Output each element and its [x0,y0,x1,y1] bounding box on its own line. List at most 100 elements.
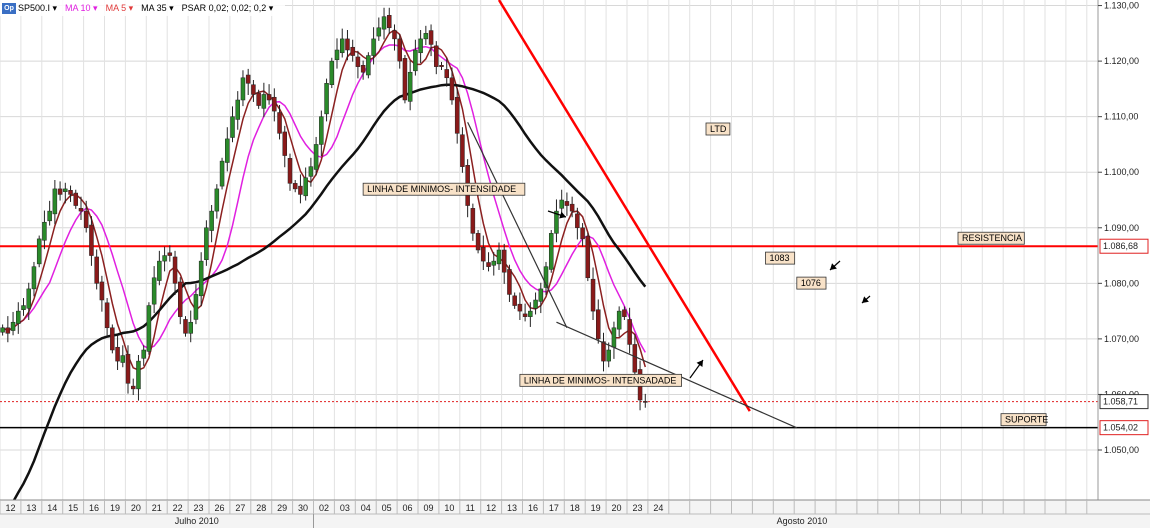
annotation-label-text: 1083 [769,253,789,263]
psar-indicator[interactable]: PSAR 0,02; 0,02; 0,2 ▾ [181,2,274,13]
candle-up [26,288,31,309]
indicator-toolbar: Op SP500.I ▾ MA 10 ▾ MA 5 ▾ MA 35 ▾ PSAR… [0,0,286,16]
price-tick-label: 1.050,00 [1104,445,1139,455]
moving-averages [2,29,647,514]
last-price-badge: 1.058,71 [1103,397,1138,407]
ma10-indicator[interactable]: MA 10 ▾ [65,2,98,13]
ma35-indicator[interactable]: MA 35 ▾ [141,2,174,13]
ma5-indicator[interactable]: MA 5 ▾ [105,2,134,13]
candlesticks [0,7,648,411]
support-price-badge: 1.054,02 [1103,423,1138,433]
annotation-label-box [796,276,827,290]
candle-down [115,346,120,362]
date-tick-label: 06 [403,503,413,513]
candle-up [418,38,423,54]
support-label-box [1000,413,1047,427]
candle-down [94,256,99,284]
candle-up [496,249,502,265]
trendlines [467,0,798,429]
month-label-july: Julho 2010 [175,516,219,526]
candle-down [522,313,528,317]
candle-up [42,221,47,241]
candle-up [198,260,204,297]
price-tick-label: 1.110,00 [1104,112,1138,122]
date-tick-label: 02 [319,503,329,513]
candle-up [235,99,240,120]
app-logo-icon: Op [2,2,16,14]
candle-up [611,327,617,348]
date-tick-label: 16 [89,503,99,513]
date-tick-label: 24 [653,503,663,513]
candle-down [68,190,73,195]
candle-down [256,92,261,106]
ltd-trendline [497,0,751,412]
candle-down [99,281,105,301]
candle-up [193,294,199,320]
candle-down [5,327,11,334]
symbol-selector[interactable]: SP500.I ▾ [18,2,58,13]
candle-down [434,45,439,67]
candle-up [554,210,559,234]
candle-up [16,310,21,324]
support-label-text: SUPORTE [1005,415,1048,425]
resistance-price-badge-box [1099,238,1149,254]
price-tick-label: 1.130,00 [1104,1,1139,11]
candle-down [350,46,355,56]
candle-up [10,321,16,331]
candle-up [548,233,554,270]
candle-down [277,112,282,134]
candle-up [413,49,418,72]
candle-down [580,227,585,240]
date-tick-label: 22 [173,503,183,513]
candle-down [292,183,298,190]
candle-up [366,55,371,76]
ma10-line [2,44,646,353]
candle-up [533,299,538,309]
date-tick-label: 05 [382,503,392,513]
date-tick-label: 13 [507,503,517,513]
date-tick-label: 21 [152,503,162,513]
date-tick-label: 23 [632,503,642,513]
candle-up [31,266,37,290]
candle-down [590,278,596,312]
price-tick-label: 1.100,00 [1104,167,1139,177]
arrow-1-head [559,211,566,219]
candle-up [230,116,235,138]
candle-down [355,56,361,67]
candle-down [460,134,465,167]
date-tick-label: 28 [256,503,266,513]
candle-down [83,210,89,229]
candle-down [110,327,115,351]
ltd-label-text: LTD [710,124,727,134]
annotation-label-box [362,182,526,196]
candle-up [36,238,42,265]
ma5-line [2,29,647,371]
candle-up [303,177,308,197]
ltd-label-box [705,122,731,136]
date-tick-label: 12 [486,503,496,513]
candle-up [324,83,329,115]
candle-down [287,158,293,184]
candle-down [104,302,110,329]
resistance-label-text: RESISTENCIA [962,233,1022,243]
candle-down [428,30,434,45]
resistance-price-badge: 1.086,68 [1103,241,1138,251]
resistance-label-box [957,231,1025,245]
candle-up [188,321,193,334]
date-tick-label: 16 [528,503,538,513]
candle-down [512,295,517,306]
price-tick-label: 1.080,00 [1104,278,1139,288]
last-price-badge-box [1099,394,1149,410]
arrow-3-head [830,263,837,270]
date-tick-label: 09 [423,503,433,513]
date-tick-label: 18 [570,503,580,513]
candle-up [209,210,214,231]
candle-down [444,69,449,79]
candle-up [616,310,622,330]
date-tick-label: 19 [110,503,120,513]
candle-up [381,16,387,30]
support-label: SUPORTE [1000,413,1048,427]
grid [0,0,1098,500]
candle-down [564,201,570,206]
